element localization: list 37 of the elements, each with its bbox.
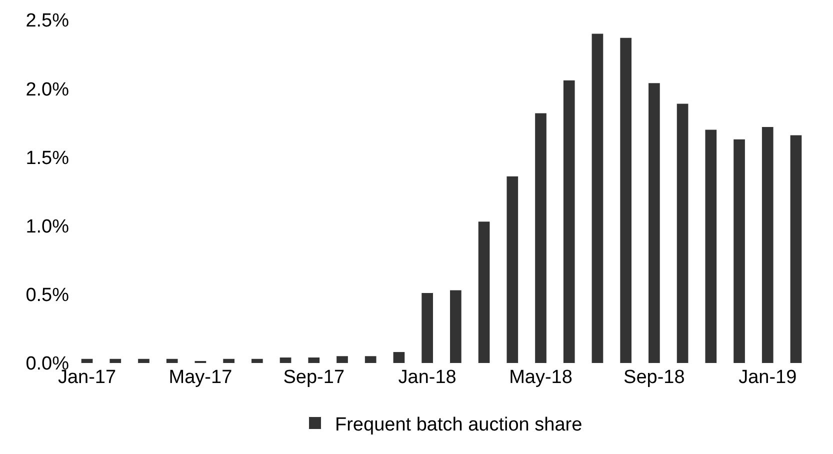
x-tick-label: Sep-17 bbox=[283, 367, 345, 388]
bar bbox=[762, 127, 774, 363]
bar bbox=[450, 290, 462, 363]
bar bbox=[620, 38, 632, 363]
bar bbox=[478, 222, 490, 363]
y-tick-label: 1.0% bbox=[26, 216, 70, 238]
bar bbox=[734, 139, 745, 363]
bar bbox=[705, 130, 717, 363]
bar bbox=[790, 135, 802, 363]
bar bbox=[422, 293, 433, 363]
x-tick-label: Sep-18 bbox=[624, 367, 685, 388]
bar bbox=[280, 358, 292, 363]
x-tick-label: May-18 bbox=[509, 367, 572, 388]
y-tick-label: 2.5% bbox=[26, 10, 70, 32]
y-tick-label: 1.5% bbox=[26, 148, 70, 169]
y-tick-label: 0.5% bbox=[26, 285, 70, 306]
x-tick-label: Jan-19 bbox=[738, 367, 797, 388]
bar bbox=[592, 34, 604, 363]
bar bbox=[336, 356, 348, 363]
bar bbox=[166, 358, 178, 363]
x-tick-label: May-17 bbox=[168, 367, 232, 388]
bar bbox=[676, 104, 688, 363]
bar bbox=[393, 352, 405, 363]
bar bbox=[138, 358, 150, 363]
bar bbox=[252, 358, 263, 363]
bar bbox=[563, 80, 575, 363]
x-tick-label: Jan-18 bbox=[398, 367, 456, 388]
bar bbox=[110, 358, 122, 363]
bar bbox=[535, 113, 546, 363]
bar bbox=[223, 358, 234, 363]
bar bbox=[648, 83, 660, 363]
bar bbox=[81, 358, 93, 363]
bar bbox=[364, 356, 376, 363]
bar bbox=[308, 358, 320, 363]
legend-label: Frequent batch auction share bbox=[335, 414, 582, 436]
y-tick-label: 2.0% bbox=[26, 79, 70, 100]
bar bbox=[506, 176, 518, 363]
